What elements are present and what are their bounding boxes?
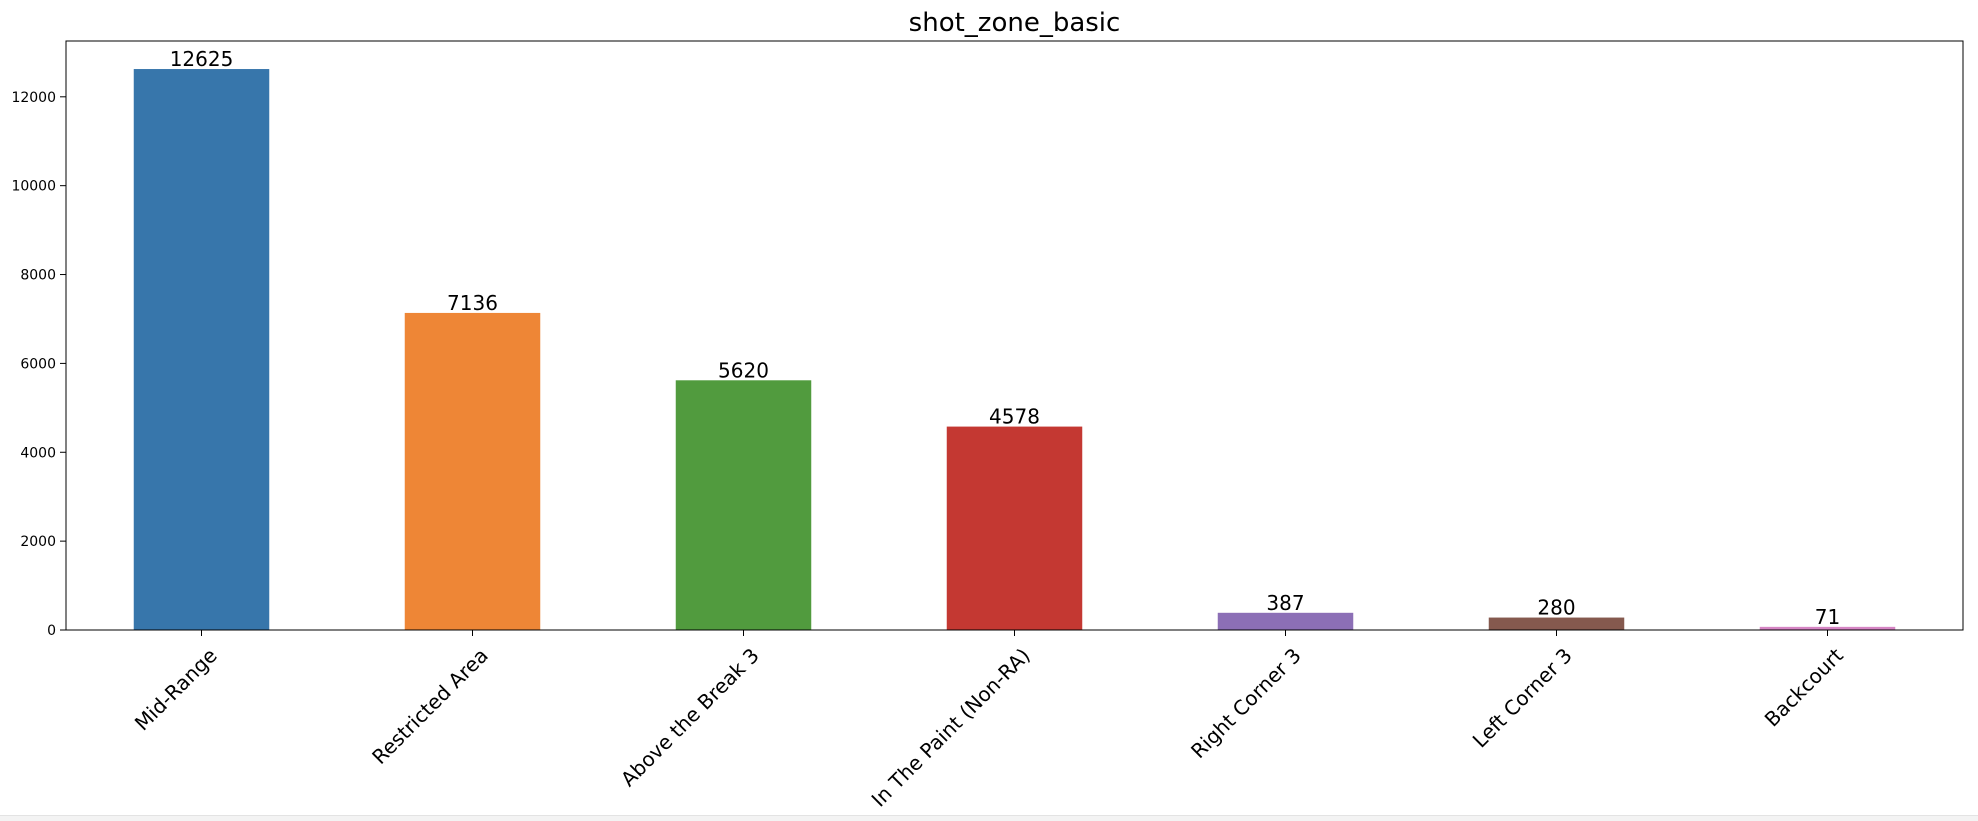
bar-value-label: 12625 xyxy=(170,47,234,71)
x-tick-label: Backcourt xyxy=(1760,643,1848,731)
plot-frame xyxy=(65,40,1964,631)
y-tick-label: 8000 xyxy=(20,268,56,284)
y-tick-label: 4000 xyxy=(20,445,56,461)
x-tick-label: Restricted Area xyxy=(367,643,493,769)
y-tick-label: 0 xyxy=(47,623,56,639)
x-tick-label: Left Corner 3 xyxy=(1468,643,1577,752)
bar xyxy=(1759,626,1896,630)
y-tick-label: 10000 xyxy=(11,179,56,195)
x-tick-label: In The Paint (Non-RA) xyxy=(867,643,1035,811)
x-tick-label: Mid-Range xyxy=(130,643,222,735)
bar xyxy=(133,69,270,630)
bar xyxy=(1488,617,1625,630)
y-tick-label: 2000 xyxy=(20,534,56,550)
bar xyxy=(946,426,1083,630)
x-tick-label: Right Corner 3 xyxy=(1186,643,1306,763)
bar-value-label: 7136 xyxy=(447,291,498,315)
bar-value-label: 71 xyxy=(1815,605,1840,629)
bar xyxy=(1217,612,1354,630)
y-tick-label: 12000 xyxy=(11,90,56,106)
chart-title: shot_zone_basic xyxy=(909,8,1121,38)
bar-value-label: 5620 xyxy=(718,358,769,382)
bottom-divider xyxy=(0,815,1978,821)
bar-value-label: 4578 xyxy=(989,405,1040,429)
bar-value-label: 280 xyxy=(1537,596,1575,620)
y-tick-label: 6000 xyxy=(20,356,56,372)
bar-value-label: 387 xyxy=(1266,591,1304,615)
x-tick-label: Above the Break 3 xyxy=(616,643,764,791)
bar xyxy=(675,380,812,630)
bar xyxy=(404,312,541,630)
